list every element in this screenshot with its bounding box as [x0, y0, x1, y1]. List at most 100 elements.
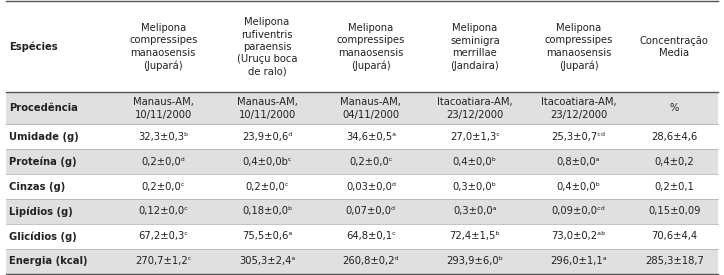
Bar: [527, 249, 631, 274]
Text: 0,2±0,0ᵈ: 0,2±0,0ᵈ: [141, 157, 185, 167]
Text: 305,3±2,4ᵃ: 305,3±2,4ᵃ: [239, 256, 295, 266]
Bar: [6, 149, 111, 174]
Bar: [215, 174, 319, 199]
Text: 25,3±0,7ᶜᵈ: 25,3±0,7ᶜᵈ: [552, 132, 606, 142]
Bar: [111, 92, 215, 124]
Bar: [631, 124, 718, 149]
Text: Concentração
Media: Concentração Media: [640, 36, 709, 58]
Bar: [527, 1, 631, 92]
Text: Manaus-AM,
10/11/2000: Manaus-AM, 10/11/2000: [237, 97, 298, 120]
Bar: [319, 1, 423, 92]
Text: 0,03±0,0ᵈ: 0,03±0,0ᵈ: [346, 182, 396, 191]
Text: 0,3±0,0ᵇ: 0,3±0,0ᵇ: [452, 182, 497, 191]
Bar: [215, 149, 319, 174]
Text: 0,2±0,1: 0,2±0,1: [654, 182, 694, 191]
Bar: [631, 174, 718, 199]
Text: 28,6±4,6: 28,6±4,6: [652, 132, 697, 142]
Text: %: %: [670, 103, 679, 113]
Text: 70,6±4,4: 70,6±4,4: [652, 231, 697, 241]
Bar: [6, 124, 111, 149]
Text: Melipona
compressipes
manaosensis
(Jupará): Melipona compressipes manaosensis (Jupar…: [544, 23, 613, 71]
Bar: [631, 224, 718, 249]
Text: Glicídios (g): Glicídios (g): [9, 231, 77, 241]
Bar: [423, 92, 527, 124]
Text: 293,9±6,0ᵇ: 293,9±6,0ᵇ: [446, 256, 503, 266]
Bar: [631, 249, 718, 274]
Bar: [111, 149, 215, 174]
Bar: [319, 249, 423, 274]
Text: 64,8±0,1ᶜ: 64,8±0,1ᶜ: [346, 231, 396, 241]
Bar: [111, 224, 215, 249]
Text: 0,3±0,0ᵃ: 0,3±0,0ᵃ: [453, 207, 497, 216]
Bar: [215, 224, 319, 249]
Text: 0,4±0,2: 0,4±0,2: [654, 157, 694, 167]
Bar: [631, 92, 718, 124]
Bar: [527, 149, 631, 174]
Bar: [319, 92, 423, 124]
Bar: [631, 199, 718, 224]
Bar: [423, 224, 527, 249]
Bar: [319, 174, 423, 199]
Text: Melipona
seminigra
merrillae
(Jandaira): Melipona seminigra merrillae (Jandaira): [450, 23, 500, 70]
Bar: [319, 149, 423, 174]
Bar: [423, 249, 527, 274]
Bar: [527, 124, 631, 149]
Bar: [527, 92, 631, 124]
Bar: [631, 149, 718, 174]
Bar: [215, 1, 319, 92]
Text: Manaus-AM,
10/11/2000: Manaus-AM, 10/11/2000: [132, 97, 193, 120]
Bar: [319, 124, 423, 149]
Text: 23,9±0,6ᵈ: 23,9±0,6ᵈ: [242, 132, 292, 142]
Text: Energia (kcal): Energia (kcal): [9, 256, 88, 266]
Text: Procedência: Procedência: [9, 103, 78, 113]
Bar: [423, 199, 527, 224]
Text: 0,15±0,09: 0,15±0,09: [648, 207, 701, 216]
Bar: [6, 174, 111, 199]
Bar: [423, 174, 527, 199]
Bar: [6, 249, 111, 274]
Bar: [215, 92, 319, 124]
Text: 0,12±0,0ᶜ: 0,12±0,0ᶜ: [138, 207, 188, 216]
Text: Itacoatiara-AM,
23/12/2000: Itacoatiara-AM, 23/12/2000: [541, 97, 616, 120]
Bar: [111, 174, 215, 199]
Bar: [111, 249, 215, 274]
Text: Manaus-AM,
04/11/2000: Manaus-AM, 04/11/2000: [340, 97, 401, 120]
Text: Proteína (g): Proteína (g): [9, 156, 77, 167]
Text: Cinzas (g): Cinzas (g): [9, 182, 66, 191]
Bar: [631, 1, 718, 92]
Text: Melipona
compressipes
manaosensis
(Jupará): Melipona compressipes manaosensis (Jupar…: [337, 23, 405, 71]
Bar: [423, 1, 527, 92]
Text: 0,09±0,0ᶜᵈ: 0,09±0,0ᶜᵈ: [552, 207, 605, 216]
Bar: [423, 124, 527, 149]
Bar: [111, 199, 215, 224]
Text: 0,2±0,0ᶜ: 0,2±0,0ᶜ: [349, 157, 392, 167]
Text: 270,7±1,2ᶜ: 270,7±1,2ᶜ: [135, 256, 191, 266]
Bar: [423, 149, 527, 174]
Text: 0,8±0,0ᵃ: 0,8±0,0ᵃ: [557, 157, 600, 167]
Text: Espécies: Espécies: [9, 42, 58, 52]
Text: 0,4±0,0ᵇ: 0,4±0,0ᵇ: [452, 157, 497, 167]
Bar: [215, 124, 319, 149]
Text: 34,6±0,5ᵃ: 34,6±0,5ᵃ: [346, 132, 396, 142]
Text: 32,3±0,3ᵇ: 32,3±0,3ᵇ: [138, 132, 188, 142]
Bar: [6, 92, 111, 124]
Text: 73,0±0,2ᵃᵇ: 73,0±0,2ᵃᵇ: [552, 231, 606, 241]
Bar: [6, 199, 111, 224]
Text: 27,0±1,3ᶜ: 27,0±1,3ᶜ: [450, 132, 500, 142]
Text: Umidade (g): Umidade (g): [9, 132, 79, 142]
Bar: [319, 199, 423, 224]
Text: Itacoatiara-AM,
23/12/2000: Itacoatiara-AM, 23/12/2000: [437, 97, 513, 120]
Text: 285,3±18,7: 285,3±18,7: [645, 256, 704, 266]
Bar: [215, 249, 319, 274]
Text: 0,2±0,0ᶜ: 0,2±0,0ᶜ: [245, 182, 289, 191]
Bar: [215, 199, 319, 224]
Text: 0,07±0,0ᵈ: 0,07±0,0ᵈ: [346, 207, 396, 216]
Text: 0,2±0,0ᶜ: 0,2±0,0ᶜ: [141, 182, 185, 191]
Bar: [527, 174, 631, 199]
Text: 75,5±0,6ᵃ: 75,5±0,6ᵃ: [242, 231, 292, 241]
Text: Lipídios (g): Lipídios (g): [9, 206, 73, 217]
Text: 67,2±0,3ᶜ: 67,2±0,3ᶜ: [138, 231, 188, 241]
Bar: [527, 224, 631, 249]
Text: 0,4±0,0bᶜ: 0,4±0,0bᶜ: [243, 157, 292, 167]
Bar: [111, 1, 215, 92]
